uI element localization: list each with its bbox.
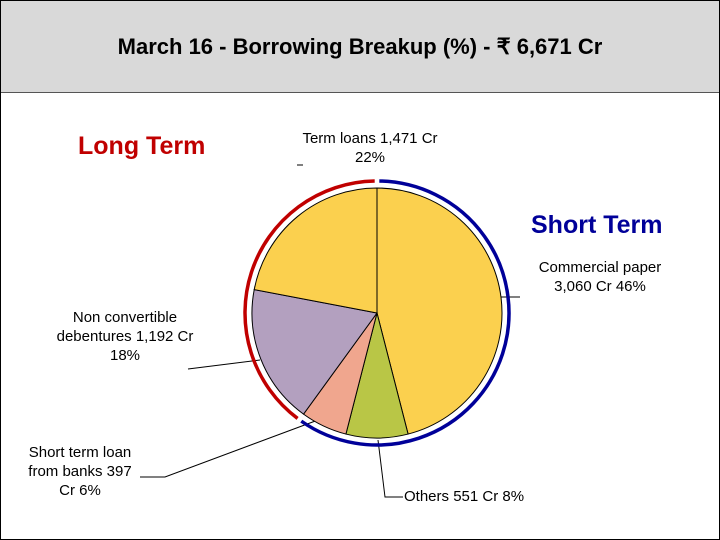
value-label: 397 Cr 6% xyxy=(59,463,132,499)
leader-line xyxy=(140,419,319,478)
leader-line xyxy=(187,359,261,370)
value-label: 3,060 Cr 46% xyxy=(554,278,646,295)
category-label: Others xyxy=(404,488,450,505)
category-label: Commercial paper xyxy=(538,259,662,276)
data-label: Short term loan from banks 397 Cr 6% xyxy=(20,443,140,500)
annotation: Short Term xyxy=(531,211,663,239)
chart-title: March 16 - Borrowing Breakup (%) - ₹ 6,6… xyxy=(117,33,603,59)
value-label: 1,471 Cr 22% xyxy=(354,130,438,166)
annotation: Long Term xyxy=(78,132,206,160)
pie-slice xyxy=(251,288,378,415)
pie-slice xyxy=(253,187,378,314)
group-arc xyxy=(243,179,375,420)
category-label: Short term loan from banks xyxy=(28,444,132,480)
data-label: Term loans 1,471 Cr 22% xyxy=(290,129,450,167)
data-label: Non convertible debentures 1,192 Cr 18% xyxy=(55,308,195,365)
value-label: 551 Cr 8% xyxy=(453,488,525,505)
title-bar: March 16 - Borrowing Breakup (%) - ₹ 6,6… xyxy=(0,0,720,93)
data-label: Others 551 Cr 8% xyxy=(404,487,529,506)
group-arc xyxy=(300,179,511,447)
value-label: 1,192 Cr 18% xyxy=(109,328,194,364)
pie-slice xyxy=(376,187,503,435)
category-label: Non convertible debentures xyxy=(56,309,178,345)
data-label: Commercial paper 3,060 Cr 46% xyxy=(525,258,675,296)
category-label: Term loans xyxy=(302,130,376,147)
leader-line xyxy=(377,439,403,498)
